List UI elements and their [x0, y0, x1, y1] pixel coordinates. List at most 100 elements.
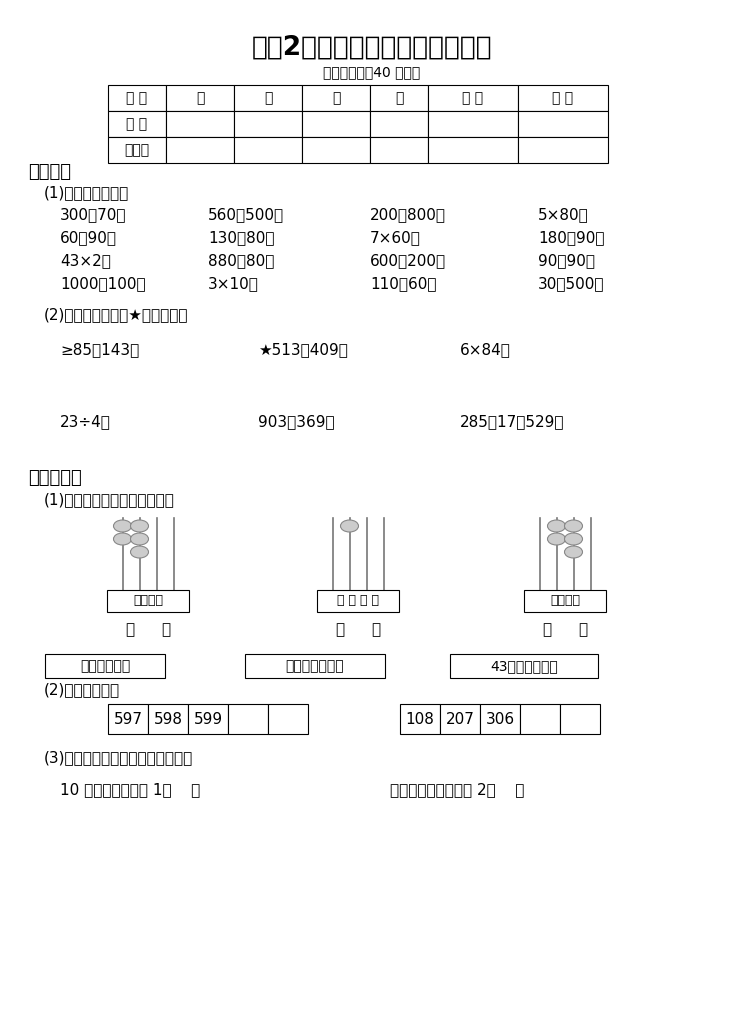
Ellipse shape: [114, 533, 132, 545]
Text: 四: 四: [395, 91, 403, 105]
Text: 43×2＝: 43×2＝: [60, 254, 111, 268]
Bar: [428, 111, 518, 137]
Bar: [108, 137, 166, 163]
Text: 小学2年级数学（下册）期末试卷: 小学2年级数学（下册）期末试卷: [251, 35, 493, 61]
Text: ）: ）: [161, 622, 170, 638]
Text: (2)找规律填数。: (2)找规律填数。: [44, 682, 120, 698]
Text: 等 第: 等 第: [553, 91, 574, 105]
Bar: [450, 654, 598, 678]
Bar: [440, 704, 480, 734]
Ellipse shape: [341, 520, 359, 533]
Text: 7×60＝: 7×60＝: [370, 230, 421, 246]
Text: 阅卷人: 阅卷人: [124, 143, 150, 157]
Text: 最小的四位数: 最小的四位数: [80, 659, 130, 673]
Bar: [108, 111, 166, 137]
Text: 千百十个: 千百十个: [550, 594, 580, 608]
Bar: [520, 704, 560, 734]
Ellipse shape: [565, 533, 583, 545]
Text: 3×10＝: 3×10＝: [208, 277, 259, 291]
Text: 30＋500＝: 30＋500＝: [538, 277, 605, 291]
Text: 千 百 十 个: 千 百 十 个: [337, 594, 379, 608]
Text: 一: 一: [196, 91, 204, 105]
Text: (1)先在括号里填数，再连线。: (1)先在括号里填数，再连线。: [44, 492, 175, 508]
Bar: [234, 111, 302, 137]
Text: 110－60＝: 110－60＝: [370, 277, 437, 291]
Bar: [400, 704, 440, 734]
Text: （: （: [336, 622, 344, 638]
Text: (1)直接写出得数。: (1)直接写出得数。: [44, 186, 129, 200]
Text: 十位上是４的数: 十位上是４的数: [286, 659, 344, 673]
Text: 300＋70＝: 300＋70＝: [60, 207, 126, 223]
Bar: [245, 654, 385, 678]
Text: 560－500＝: 560－500＝: [208, 207, 284, 223]
Text: 306: 306: [485, 711, 515, 727]
Ellipse shape: [114, 520, 132, 533]
Text: 三: 三: [332, 91, 340, 105]
Bar: [302, 85, 370, 111]
Bar: [524, 590, 606, 612]
Text: 207: 207: [446, 711, 475, 727]
Bar: [166, 111, 234, 137]
Text: 90＋90＝: 90＋90＝: [538, 254, 595, 268]
Text: （: （: [542, 622, 551, 638]
Text: 二: 二: [264, 91, 272, 105]
Bar: [228, 704, 268, 734]
Text: 总 分: 总 分: [463, 91, 484, 105]
Text: 题 号: 题 号: [126, 91, 147, 105]
Bar: [108, 85, 166, 111]
Bar: [428, 85, 518, 111]
Text: 43个十组成的数: 43个十组成的数: [490, 659, 558, 673]
Text: （考试时间：40 分钟）: （考试时间：40 分钟）: [324, 65, 420, 79]
Text: 10 张纸的厚度约是 1（    ）: 10 张纸的厚度约是 1（ ）: [60, 782, 200, 798]
Bar: [188, 704, 228, 734]
Text: 6×84＝: 6×84＝: [460, 343, 511, 357]
Text: 600－200＝: 600－200＝: [370, 254, 446, 268]
Text: 599: 599: [193, 711, 222, 727]
Ellipse shape: [565, 546, 583, 558]
Bar: [518, 85, 608, 111]
Text: 千百十个: 千百十个: [133, 594, 163, 608]
Ellipse shape: [565, 520, 583, 533]
Text: 880－80＝: 880－80＝: [208, 254, 275, 268]
Text: 180－90＝: 180－90＝: [538, 230, 605, 246]
Text: 二、填一填: 二、填一填: [28, 469, 82, 487]
Bar: [107, 590, 189, 612]
Bar: [148, 704, 188, 734]
Text: 903－369＝: 903－369＝: [258, 415, 335, 429]
Bar: [480, 704, 520, 734]
Text: 108: 108: [405, 711, 434, 727]
Text: 1000－100＝: 1000－100＝: [60, 277, 146, 291]
Text: (3)在括号里填上合适的长度单位。: (3)在括号里填上合适的长度单位。: [44, 750, 193, 766]
Text: 5×80＝: 5×80＝: [538, 207, 589, 223]
Bar: [234, 85, 302, 111]
Bar: [45, 654, 165, 678]
Ellipse shape: [130, 520, 149, 533]
Bar: [428, 137, 518, 163]
Text: 597: 597: [114, 711, 143, 727]
Text: 598: 598: [153, 711, 182, 727]
Bar: [302, 111, 370, 137]
Ellipse shape: [548, 520, 565, 533]
Bar: [166, 137, 234, 163]
Text: 一、计算: 一、计算: [28, 163, 71, 181]
Bar: [108, 704, 148, 734]
Bar: [518, 137, 608, 163]
Bar: [560, 704, 600, 734]
Text: 23÷4＝: 23÷4＝: [60, 415, 111, 429]
Bar: [234, 137, 302, 163]
Text: ★513－409＝: ★513－409＝: [258, 343, 348, 357]
Text: 60＋90＝: 60＋90＝: [60, 230, 117, 246]
Bar: [268, 704, 308, 734]
Text: 吃饭用的筷子大约长 2（    ）: 吃饭用的筷子大约长 2（ ）: [390, 782, 525, 798]
Bar: [518, 111, 608, 137]
Text: （: （: [126, 622, 135, 638]
Text: 285＋17＋529＝: 285＋17＋529＝: [460, 415, 565, 429]
Bar: [370, 85, 428, 111]
Bar: [370, 111, 428, 137]
Text: 130－80＝: 130－80＝: [208, 230, 275, 246]
Bar: [302, 137, 370, 163]
Bar: [317, 590, 399, 612]
Text: (2)用竖式计算，有★的要验算。: (2)用竖式计算，有★的要验算。: [44, 308, 188, 322]
Ellipse shape: [548, 533, 565, 545]
Text: ）: ）: [578, 622, 588, 638]
